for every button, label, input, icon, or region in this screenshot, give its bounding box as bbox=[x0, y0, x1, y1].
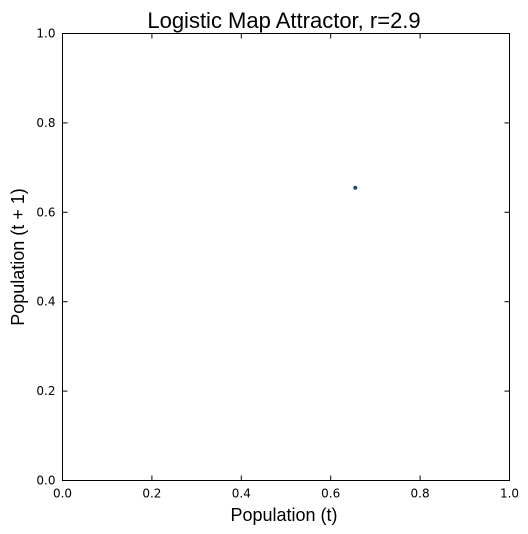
y-tick-label: 0.0 bbox=[36, 474, 55, 488]
y-tick-label: 1.0 bbox=[36, 27, 55, 41]
ticks-layer: 0.0 0.2 0.4 0.6 0.8 1.0 0.0 0.2 0.4 0.6 0.8 1.0 bbox=[36, 27, 519, 501]
points-layer bbox=[353, 185, 358, 190]
y-tick-label: 0.4 bbox=[36, 295, 55, 309]
x-axis-label: Population (t) bbox=[230, 505, 337, 525]
data-point bbox=[353, 185, 358, 190]
x-tick-label: 0.4 bbox=[232, 487, 251, 501]
y-tick-label: 0.8 bbox=[36, 116, 55, 130]
x-tick-label: 0.6 bbox=[321, 487, 340, 501]
y-axis-label: Population (t + 1) bbox=[8, 188, 28, 326]
x-tick-label: 0.8 bbox=[411, 487, 430, 501]
chart-title: Logistic Map Attractor, r=2.9 bbox=[147, 8, 420, 33]
x-tick-label: 0.2 bbox=[142, 487, 161, 501]
x-tick-label: 0.0 bbox=[53, 487, 72, 501]
x-tick-label: 1.0 bbox=[500, 487, 519, 501]
y-tick-label: 0.2 bbox=[36, 384, 55, 398]
axes-frame bbox=[62, 33, 510, 481]
y-tick-label: 0.6 bbox=[36, 205, 55, 219]
